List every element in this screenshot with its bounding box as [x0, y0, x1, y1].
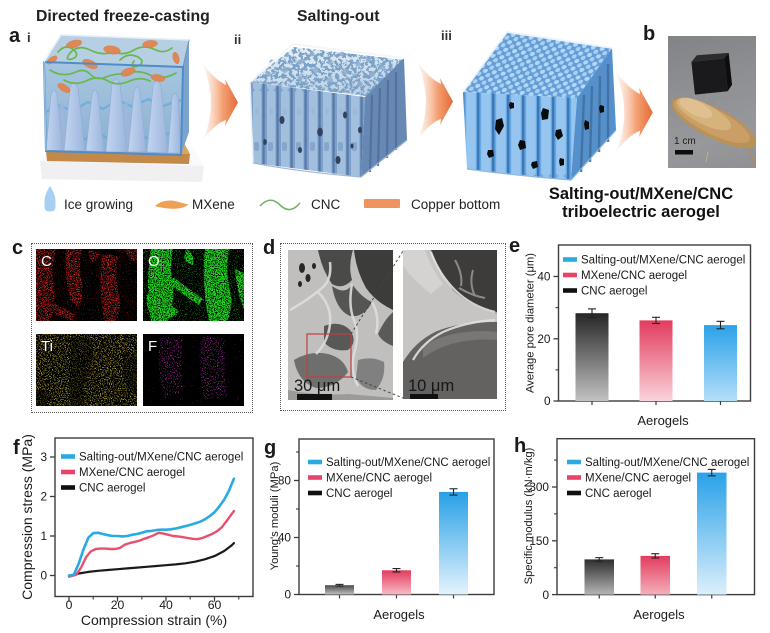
svg-text:80: 80: [278, 474, 292, 488]
svg-text:Aerogels: Aerogels: [637, 413, 689, 428]
svg-text:0: 0: [544, 394, 551, 408]
svg-text:F: F: [148, 338, 157, 355]
svg-text:150: 150: [529, 534, 549, 548]
svg-text:Average pore diameter (μm): Average pore diameter (μm): [525, 253, 537, 393]
svg-text:O: O: [148, 253, 160, 270]
svg-text:CNC aerogel: CNC aerogel: [326, 488, 392, 500]
svg-text:10 μm: 10 μm: [408, 377, 454, 395]
svg-text:Young's moduli (MPa): Young's moduli (MPa): [269, 461, 281, 570]
svg-text:CNC aerogel: CNC aerogel: [581, 286, 647, 298]
svg-text:Compression stress (MPa): Compression stress (MPa): [19, 434, 35, 600]
svg-text:40: 40: [537, 270, 551, 284]
svg-text:0: 0: [542, 588, 549, 602]
svg-text:0: 0: [40, 569, 47, 583]
svg-text:60: 60: [208, 598, 222, 612]
svg-text:MXene/CNC aerogel: MXene/CNC aerogel: [581, 270, 687, 282]
svg-text:30 μm: 30 μm: [294, 377, 340, 395]
svg-text:40: 40: [278, 531, 292, 545]
svg-text:CNC aerogel: CNC aerogel: [585, 488, 651, 500]
svg-text:Compression strain (%): Compression strain (%): [81, 612, 227, 628]
svg-text:Salting-out/MXene/CNC aerogel: Salting-out/MXene/CNC aerogel: [581, 255, 745, 267]
svg-text:3: 3: [40, 450, 47, 464]
svg-text:1 cm: 1 cm: [674, 136, 696, 147]
svg-text:1: 1: [40, 529, 47, 543]
svg-text:300: 300: [529, 480, 549, 494]
svg-text:CNC aerogel: CNC aerogel: [79, 483, 145, 495]
svg-text:Aerogels: Aerogels: [633, 607, 685, 622]
svg-text:Ti: Ti: [41, 338, 53, 355]
svg-text:Specific modulus (kN·m/kg): Specific modulus (kN·m/kg): [523, 447, 535, 584]
svg-text:0: 0: [66, 598, 73, 612]
svg-text:Salting-out/MXene/CNC aerogel: Salting-out/MXene/CNC aerogel: [326, 457, 490, 469]
svg-text:2: 2: [40, 490, 47, 504]
svg-text:Salting-out/MXene/CNC aerogel: Salting-out/MXene/CNC aerogel: [585, 457, 749, 469]
svg-text:MXene/CNC aerogel: MXene/CNC aerogel: [585, 473, 691, 485]
svg-text:20: 20: [111, 598, 125, 612]
svg-text:C: C: [41, 253, 52, 270]
svg-text:40: 40: [159, 598, 173, 612]
svg-text:Aerogels: Aerogels: [373, 607, 425, 622]
svg-text:MXene/CNC aerogel: MXene/CNC aerogel: [326, 473, 432, 485]
svg-text:20: 20: [537, 332, 551, 346]
svg-text:Salting-out/MXene/CNC aerogel: Salting-out/MXene/CNC aerogel: [79, 452, 243, 464]
svg-text:MXene/CNC aerogel: MXene/CNC aerogel: [79, 467, 185, 479]
svg-text:0: 0: [284, 588, 291, 602]
